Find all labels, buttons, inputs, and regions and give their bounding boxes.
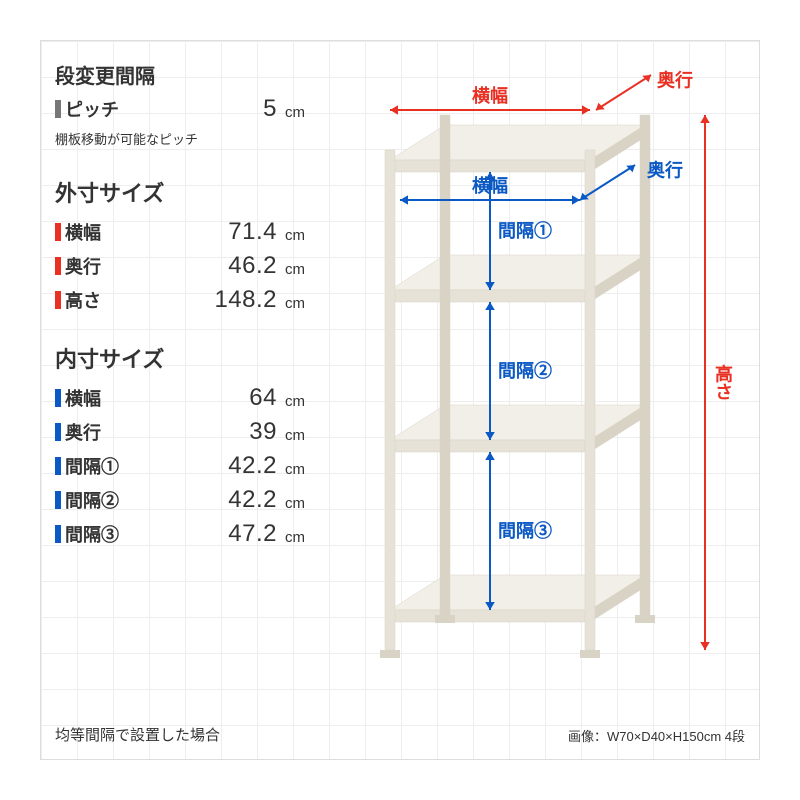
inner-unit-1: cm — [285, 427, 305, 446]
inner-value-3: 42.2 — [135, 486, 285, 514]
outer-value-1: 46.2 — [135, 252, 285, 280]
marker-icon — [55, 257, 61, 275]
outer-row: 奥行 46.2 cm — [55, 252, 305, 280]
inner-label-3: 間隔② — [65, 487, 135, 513]
pitch-value: 5 — [135, 95, 285, 123]
outer-title: 外寸サイズ — [55, 176, 305, 208]
inner-row: 横幅 64 cm — [55, 384, 305, 412]
marker-icon — [55, 423, 61, 441]
inner-row: 間隔③ 47.2 cm — [55, 520, 305, 548]
svg-text:横幅: 横幅 — [472, 85, 508, 106]
inner-row: 間隔① 42.2 cm — [55, 452, 305, 480]
inner-unit-0: cm — [285, 393, 305, 412]
outer-unit-2: cm — [285, 295, 305, 314]
image-caption: 画像：W70×D40×H150cm 4段 — [568, 726, 745, 745]
outer-label-2: 高さ — [65, 287, 135, 313]
inner-row: 奥行 39 cm — [55, 418, 305, 446]
svg-text:高さ: 高さ — [713, 363, 733, 400]
marker-icon — [55, 525, 61, 543]
pitch-unit: cm — [285, 104, 305, 123]
inner-value-4: 47.2 — [135, 520, 285, 548]
pitch-row: ピッチ 5 cm — [55, 95, 305, 123]
svg-text:奥行: 奥行 — [657, 70, 693, 91]
outer-value-0: 71.4 — [135, 218, 285, 246]
outer-label-1: 奥行 — [65, 253, 135, 279]
inner-title: 内寸サイズ — [55, 342, 305, 374]
outer-unit-1: cm — [285, 261, 305, 280]
inner-label-1: 奥行 — [65, 419, 135, 445]
outer-label-0: 横幅 — [65, 219, 135, 245]
marker-icon — [55, 291, 61, 309]
shelf-svg: 横幅奥行高さ横幅奥行間隔①間隔②間隔③ — [330, 70, 760, 710]
svg-text:奥行: 奥行 — [647, 160, 683, 181]
marker-icon — [55, 389, 61, 407]
outer-row: 横幅 71.4 cm — [55, 218, 305, 246]
inner-unit-3: cm — [285, 495, 305, 514]
outer-row: 高さ 148.2 cm — [55, 286, 305, 314]
pitch-title: 段変更間隔 — [55, 60, 305, 89]
inner-value-0: 64 — [135, 384, 285, 412]
inner-value-2: 42.2 — [135, 452, 285, 480]
inner-value-1: 39 — [135, 418, 285, 446]
outer-value-2: 148.2 — [135, 286, 285, 314]
svg-text:間隔②: 間隔② — [498, 360, 552, 381]
inner-row: 間隔② 42.2 cm — [55, 486, 305, 514]
marker-icon — [55, 100, 61, 118]
inner-label-4: 間隔③ — [65, 521, 135, 547]
shelf-diagram: 横幅奥行高さ横幅奥行間隔①間隔②間隔③ — [330, 70, 760, 710]
inner-label-2: 間隔① — [65, 453, 135, 479]
pitch-note: 棚板移動が可能なピッチ — [55, 129, 305, 148]
pitch-label: ピッチ — [65, 96, 135, 122]
inner-unit-4: cm — [285, 529, 305, 548]
marker-icon — [55, 491, 61, 509]
svg-text:間隔①: 間隔① — [498, 220, 552, 241]
marker-icon — [55, 223, 61, 241]
spec-panel: 段変更間隔 ピッチ 5 cm 棚板移動が可能なピッチ 外寸サイズ 横幅 71.4… — [55, 60, 305, 554]
marker-icon — [55, 457, 61, 475]
inner-unit-2: cm — [285, 461, 305, 480]
inner-label-0: 横幅 — [65, 385, 135, 411]
svg-text:間隔③: 間隔③ — [498, 520, 552, 541]
footer-note: 均等間隔で設置した場合 — [55, 724, 220, 745]
outer-unit-0: cm — [285, 227, 305, 246]
